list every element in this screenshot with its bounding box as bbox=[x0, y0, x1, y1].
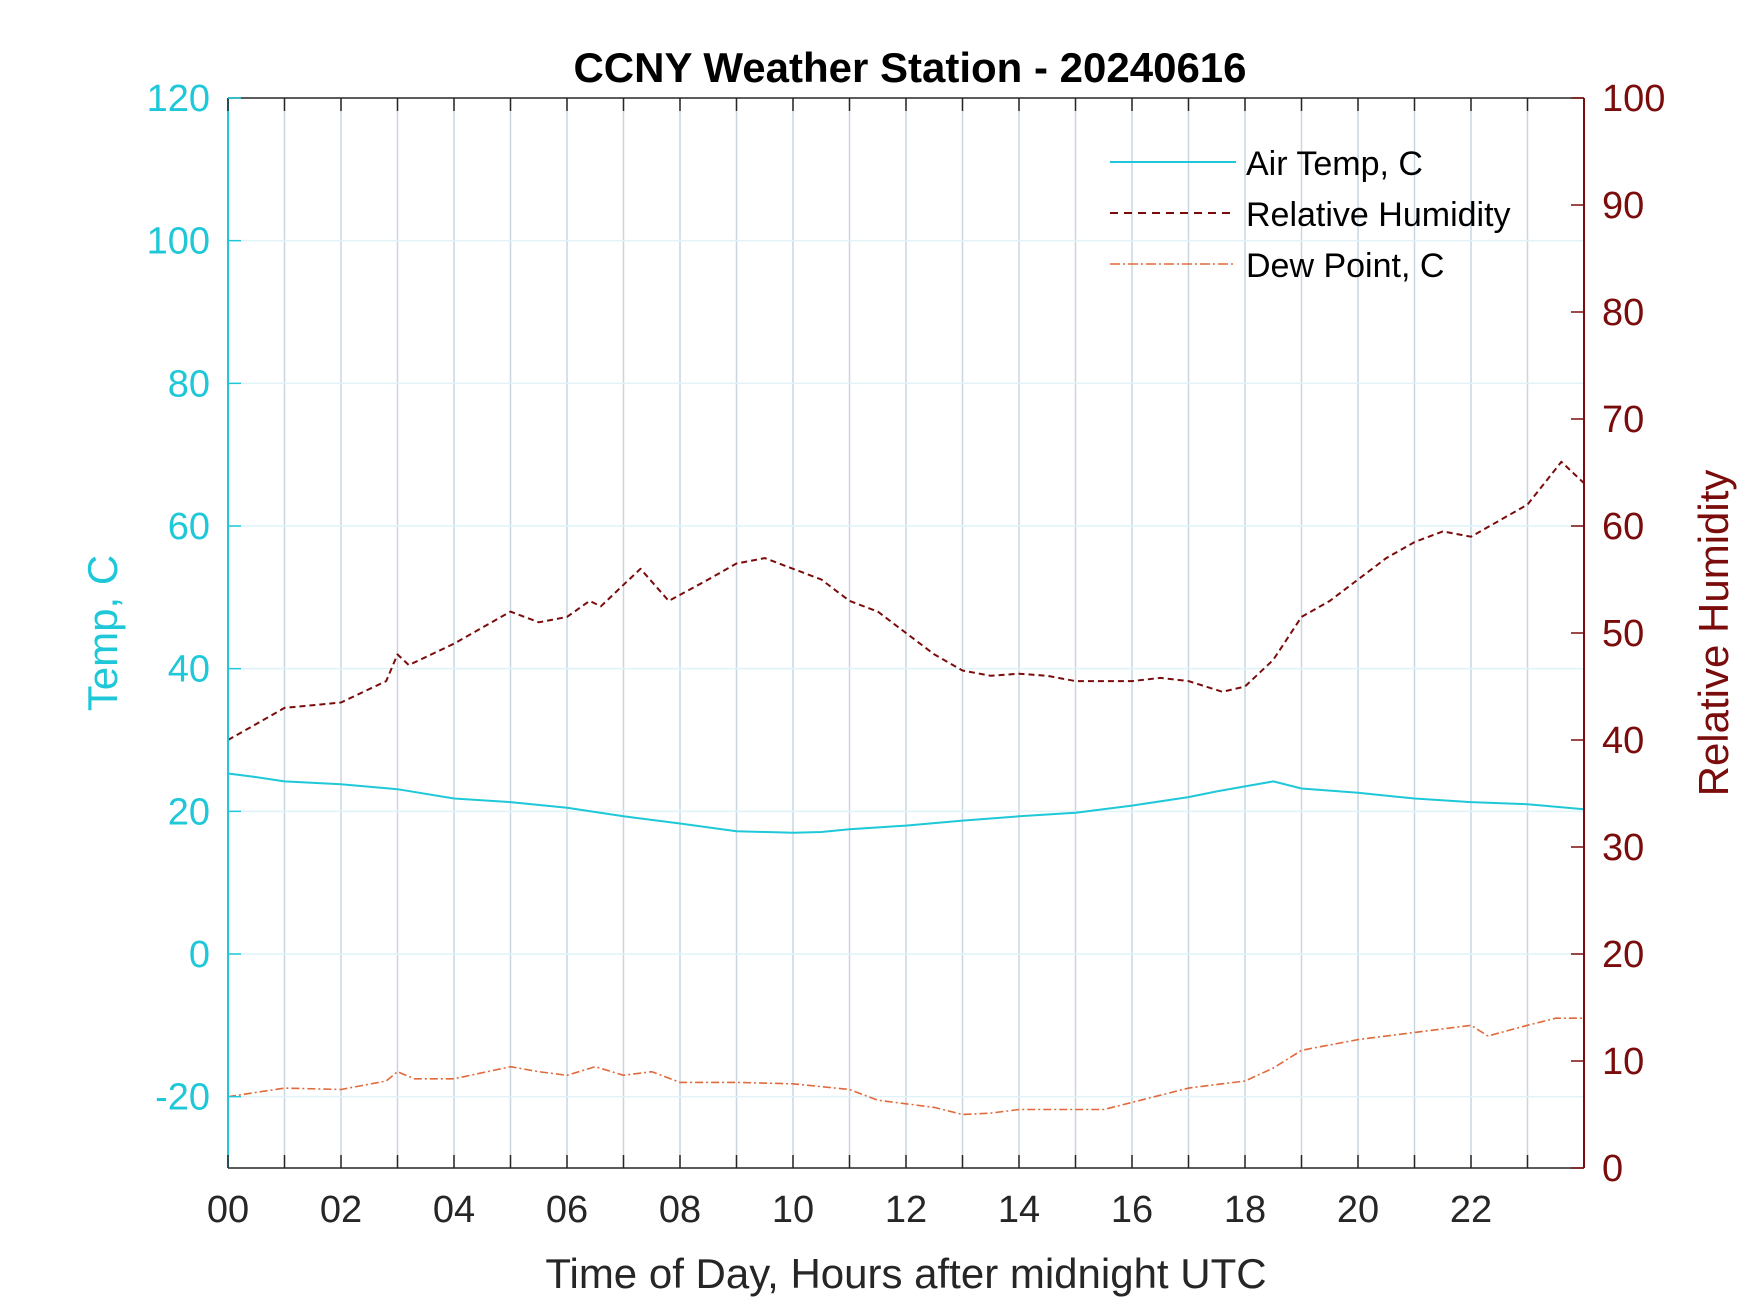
x-tick-label: 04 bbox=[433, 1189, 475, 1231]
chart-title: CCNY Weather Station - 20240616 bbox=[573, 44, 1246, 91]
legend: Air Temp, C Relative Humidity Dew Point,… bbox=[1110, 145, 1511, 285]
y-tick-label-right: 80 bbox=[1602, 292, 1644, 334]
x-tick-label: 16 bbox=[1111, 1189, 1153, 1231]
y-axis-label-right: Relative Humidity bbox=[1690, 470, 1737, 797]
y-tick-label-left: 0 bbox=[189, 934, 210, 976]
y-tick-label-right: 40 bbox=[1602, 720, 1644, 762]
y-tick-label-left: 80 bbox=[168, 363, 210, 405]
y-tick-label-left: 20 bbox=[168, 791, 210, 833]
data-series bbox=[227, 460, 1585, 1116]
x-tick-label: 18 bbox=[1224, 1189, 1266, 1231]
series-line-dew-point bbox=[227, 1017, 1584, 1116]
x-tick-label: 00 bbox=[207, 1189, 249, 1231]
y-tick-label-left: 120 bbox=[147, 78, 210, 120]
y-tick-label-right: 50 bbox=[1602, 613, 1644, 655]
y-tick-label-right: 60 bbox=[1602, 506, 1644, 548]
x-tick-label: 12 bbox=[885, 1189, 927, 1231]
series-line-humidity bbox=[227, 460, 1585, 741]
legend-label-dew-point: Dew Point, C bbox=[1246, 247, 1444, 285]
axes: 00 02 04 06 08 10 12 14 16 18 20 22-200204060801001… bbox=[147, 78, 1666, 1231]
x-tick-label: 08 bbox=[659, 1189, 701, 1231]
y-tick-label-left: 60 bbox=[168, 506, 210, 548]
y-tick-label-right: 30 bbox=[1602, 827, 1644, 869]
x-tick-label: 02 bbox=[320, 1189, 362, 1231]
y-tick-label-right: 20 bbox=[1602, 934, 1644, 976]
grid-lines bbox=[228, 98, 1584, 1168]
x-tick-label: 06 bbox=[546, 1189, 588, 1231]
legend-label-air-temp: Air Temp, C bbox=[1246, 145, 1423, 183]
y-tick-label-left: -20 bbox=[155, 1077, 210, 1119]
series-line-air-temp bbox=[227, 772, 1585, 834]
x-tick-label: 22 bbox=[1450, 1189, 1492, 1231]
x-axis-label: Time of Day, Hours after midnight UTC bbox=[545, 1250, 1266, 1297]
y-tick-label-left: 100 bbox=[147, 221, 210, 263]
y-tick-label-right: 10 bbox=[1602, 1041, 1644, 1083]
y-tick-label-right: 90 bbox=[1602, 185, 1644, 227]
x-tick-label: 10 bbox=[772, 1189, 814, 1231]
legend-label-humidity: Relative Humidity bbox=[1246, 196, 1511, 234]
y-axis-label-left: Temp, C bbox=[79, 555, 126, 711]
y-tick-label-right: 70 bbox=[1602, 399, 1644, 441]
x-tick-label: 20 bbox=[1337, 1189, 1379, 1231]
y-tick-label-right: 0 bbox=[1602, 1148, 1623, 1190]
y-tick-label-left: 40 bbox=[168, 649, 210, 691]
y-tick-label-right: 100 bbox=[1602, 78, 1665, 120]
x-tick-label: 14 bbox=[998, 1189, 1040, 1231]
